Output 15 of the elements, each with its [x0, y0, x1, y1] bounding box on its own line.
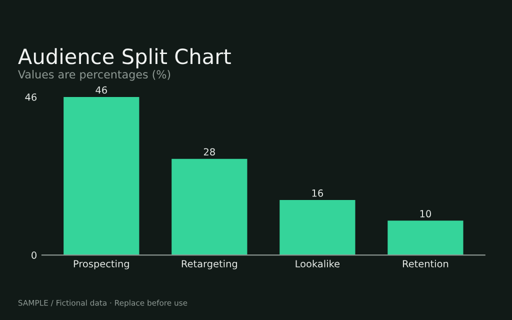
- bar: [64, 96, 140, 256]
- data-label: 10: [420, 210, 431, 218]
- x-tick-label: Retargeting: [182, 260, 237, 270]
- data-label: 28: [204, 148, 215, 156]
- bar: [172, 158, 248, 256]
- x-tick-label: Retention: [402, 260, 448, 268]
- x-tick-label: Lookalike: [296, 260, 340, 268]
- data-label: 46: [96, 86, 107, 94]
- bar: [280, 200, 356, 256]
- y-tick-label: 0: [32, 252, 36, 259]
- data-label: 16: [312, 189, 324, 197]
- x-tick-label: Prospecting: [74, 260, 129, 270]
- chart-title: Audience Split Chart: [18, 48, 231, 68]
- chart-subtitle: Values are percentages (%): [18, 70, 170, 81]
- bar: [388, 220, 464, 256]
